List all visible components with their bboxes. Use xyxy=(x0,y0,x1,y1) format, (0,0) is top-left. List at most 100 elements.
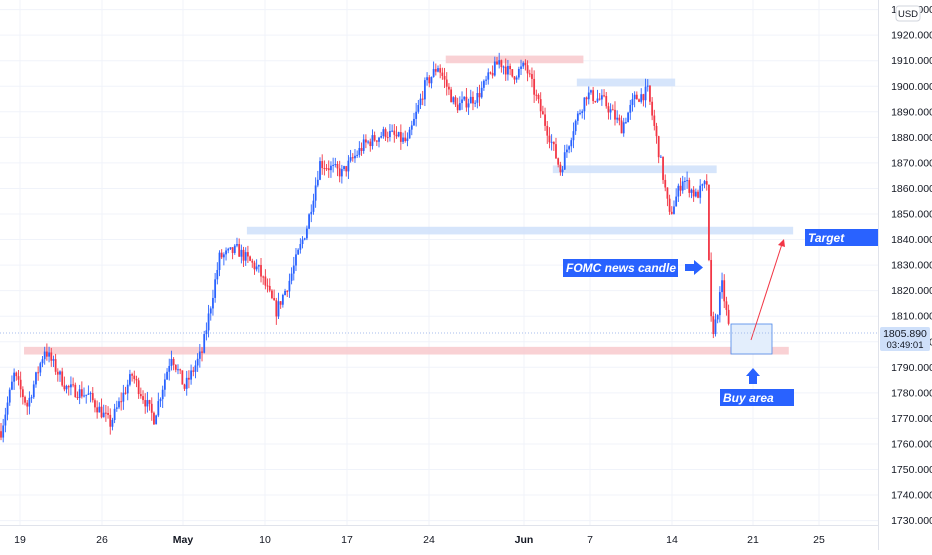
candle xyxy=(718,286,721,323)
price-tick-label: 1890.000 xyxy=(891,106,932,118)
candle xyxy=(205,322,208,341)
candle xyxy=(336,161,339,177)
candle xyxy=(423,77,426,107)
candle xyxy=(303,237,306,241)
candle xyxy=(675,188,678,207)
time-axis-labels: 19 26 May 10 17 24 Jun 7 14 21 25 xyxy=(14,534,825,546)
candle xyxy=(87,385,90,395)
candle xyxy=(607,102,610,120)
candle xyxy=(476,86,479,109)
candle xyxy=(727,304,730,326)
zones xyxy=(24,55,794,355)
candle xyxy=(185,370,188,396)
candle xyxy=(0,422,2,441)
price-tick-label: 1900.000 xyxy=(891,81,932,93)
candle xyxy=(174,364,177,373)
price-tick-label: 1820.000 xyxy=(891,285,932,297)
candle xyxy=(568,145,570,154)
candle xyxy=(198,343,201,368)
candle xyxy=(644,78,647,108)
candle xyxy=(30,394,33,403)
candle xyxy=(437,65,439,73)
currency-label: USD xyxy=(898,9,918,20)
candle xyxy=(218,250,221,277)
price-tick-label: 1840.000 xyxy=(891,234,932,246)
candle xyxy=(498,52,501,69)
candle xyxy=(26,400,29,415)
candle xyxy=(181,370,184,385)
candle xyxy=(354,149,356,163)
candle xyxy=(524,59,527,71)
candle xyxy=(48,346,50,363)
candle xyxy=(537,93,540,104)
candle xyxy=(622,117,625,137)
candle xyxy=(364,134,367,149)
candle xyxy=(111,417,114,431)
candle xyxy=(100,398,103,419)
candle xyxy=(657,135,660,164)
candle xyxy=(227,247,230,254)
candle xyxy=(118,397,120,410)
candle xyxy=(2,418,5,443)
candle xyxy=(144,393,147,414)
candle xyxy=(80,381,83,399)
candle xyxy=(627,111,629,123)
candle xyxy=(279,300,282,309)
candle xyxy=(32,380,35,399)
candle xyxy=(408,126,411,139)
candle xyxy=(172,357,175,371)
current-price-value: 1805.890 xyxy=(883,328,927,340)
candle xyxy=(295,248,297,271)
candle xyxy=(570,137,573,153)
candle xyxy=(262,275,265,285)
candle xyxy=(155,414,158,425)
candle xyxy=(399,124,402,150)
candle xyxy=(242,246,245,268)
candle xyxy=(531,67,533,88)
candle xyxy=(4,407,7,433)
candle xyxy=(716,314,719,324)
candle xyxy=(338,160,341,183)
candle xyxy=(142,390,144,404)
projection-arrow-line xyxy=(750,243,783,341)
candle xyxy=(41,355,44,368)
time-tick-label: 7 xyxy=(587,534,593,546)
candle xyxy=(415,102,418,127)
time-tick-label: 24 xyxy=(423,534,435,546)
candle xyxy=(220,249,223,259)
candle xyxy=(126,379,129,401)
candle xyxy=(583,97,586,120)
annotations: Target FOMC news candle Buy area xyxy=(563,229,879,406)
candle xyxy=(673,200,675,215)
candle xyxy=(649,85,651,105)
candle xyxy=(450,86,453,103)
candle xyxy=(544,107,546,131)
candle xyxy=(555,137,557,160)
candle xyxy=(465,88,468,112)
candle xyxy=(236,237,238,248)
candle xyxy=(389,124,391,142)
fomc-tag xyxy=(563,259,678,277)
candle xyxy=(78,384,81,405)
candle xyxy=(148,399,151,411)
candle xyxy=(343,165,345,172)
candle xyxy=(207,304,210,338)
candle xyxy=(511,69,514,78)
candle xyxy=(655,122,658,144)
candle xyxy=(458,96,461,111)
candlesticks xyxy=(0,52,730,443)
candle xyxy=(688,177,691,198)
candle xyxy=(190,364,192,385)
candle xyxy=(163,373,166,397)
candle xyxy=(275,297,278,325)
candle xyxy=(443,67,446,89)
candle xyxy=(54,353,57,375)
candle xyxy=(448,83,450,96)
candle xyxy=(308,213,310,230)
candle xyxy=(502,65,505,75)
candle xyxy=(257,264,260,273)
currency-badge[interactable]: USD xyxy=(895,5,921,22)
